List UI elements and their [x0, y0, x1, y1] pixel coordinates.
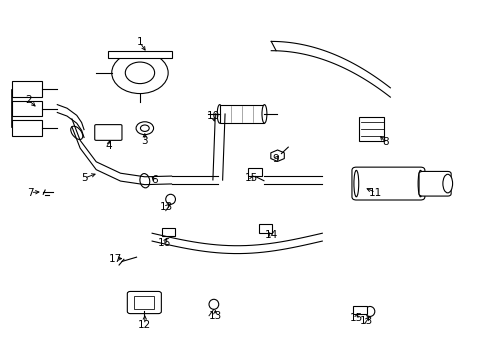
Bar	[248, 168, 262, 176]
Ellipse shape	[365, 306, 374, 316]
Text: 17: 17	[109, 253, 122, 264]
Bar	[358, 117, 383, 141]
Text: 2: 2	[25, 95, 31, 105]
Ellipse shape	[353, 170, 358, 197]
Ellipse shape	[262, 105, 266, 123]
Ellipse shape	[442, 174, 452, 193]
FancyBboxPatch shape	[95, 125, 122, 140]
Bar	[134, 296, 153, 309]
Text: 5: 5	[81, 173, 87, 183]
Text: 11: 11	[368, 188, 382, 198]
Text: 15: 15	[244, 173, 258, 183]
Circle shape	[140, 125, 149, 131]
Text: 13: 13	[208, 311, 222, 321]
Text: 13: 13	[359, 316, 372, 326]
Text: 7: 7	[27, 188, 34, 198]
Bar	[219, 105, 264, 123]
Circle shape	[125, 62, 154, 84]
Text: 14: 14	[264, 230, 277, 240]
Ellipse shape	[165, 194, 175, 204]
Ellipse shape	[140, 174, 149, 188]
Bar	[259, 224, 271, 233]
Text: 12: 12	[138, 320, 151, 330]
Ellipse shape	[217, 105, 222, 123]
FancyBboxPatch shape	[418, 171, 450, 196]
FancyBboxPatch shape	[127, 292, 161, 314]
Circle shape	[136, 122, 153, 135]
Text: 6: 6	[151, 175, 158, 185]
Text: 13: 13	[160, 202, 173, 212]
Ellipse shape	[71, 126, 82, 139]
Ellipse shape	[208, 299, 218, 309]
Text: 3: 3	[141, 136, 148, 146]
Text: 1: 1	[136, 37, 143, 48]
Bar	[353, 306, 366, 314]
FancyBboxPatch shape	[351, 167, 424, 200]
Circle shape	[112, 52, 168, 94]
Text: 10: 10	[206, 111, 219, 121]
Bar	[107, 51, 172, 58]
Bar	[162, 228, 175, 237]
Bar	[12, 81, 42, 97]
Text: 9: 9	[272, 154, 279, 163]
Bar	[12, 101, 42, 116]
Bar	[12, 120, 42, 136]
Text: 15: 15	[349, 312, 362, 323]
Text: 4: 4	[105, 141, 111, 151]
Text: 8: 8	[382, 138, 388, 148]
Text: 16: 16	[157, 238, 170, 248]
Ellipse shape	[417, 170, 422, 197]
